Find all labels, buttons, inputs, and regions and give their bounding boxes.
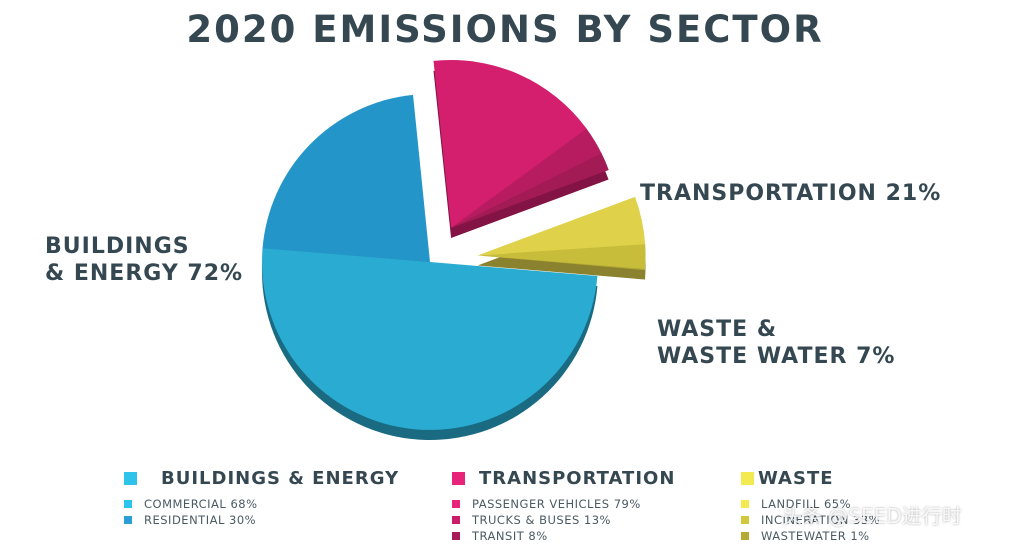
pie-subslice-1: [262, 94, 430, 262]
pie-subslice-1: [477, 244, 646, 270]
legend-swatch-landfill: [741, 499, 749, 508]
legend-transportation: TRANSPORTATION PASSENGER VEHICLES 79% TR…: [452, 468, 675, 543]
pie-subslice-0: [433, 60, 587, 229]
callout-transportation: TRANSPORTATION 21%: [640, 180, 941, 207]
legend-item-trucks: TRUCKS & BUSES 13%: [452, 512, 675, 527]
legend-buildings: BUILDINGS & ENERGY COMMERCIAL 68% RESIDE…: [124, 468, 399, 527]
watermark-text: 头条 @SEED进行时: [782, 504, 962, 528]
legend-swatch-residential: [124, 515, 132, 524]
legend-swatch-passenger: [452, 499, 460, 508]
pie-subslice-0: [262, 247, 598, 430]
chart-title: 2020 EMISSIONS BY SECTOR: [186, 8, 824, 51]
legend-item-passenger: PASSENGER VEHICLES 79%: [452, 496, 675, 511]
legend-label-buildings: BUILDINGS & ENERGY: [161, 468, 400, 489]
legend-label-transportation: TRANSPORTATION: [479, 468, 676, 489]
legend-swatch-transit: [452, 531, 460, 540]
legend-item-landfill: LANDFILL 65%: [741, 496, 880, 511]
legend-swatch-incineration: [741, 515, 749, 524]
pie-slice-waste: [477, 196, 646, 280]
legend-text-landfill: LANDFILL 65%: [761, 496, 852, 511]
callout-buildings-line2: & ENERGY 72%: [45, 261, 244, 286]
callout-waste: WASTE & WASTE WATER 7%: [657, 316, 895, 370]
legend-swatch-waste: [741, 472, 754, 485]
legend-text-wastewater: WASTEWATER 1%: [761, 528, 870, 543]
callout-transportation-line1: TRANSPORTATION 21%: [640, 181, 942, 206]
pie-subslice-0: [477, 196, 646, 256]
callout-waste-line1: WASTE &: [657, 317, 778, 342]
callout-buildings: BUILDINGS & ENERGY 72%: [45, 233, 243, 287]
legend-text-transit: TRANSIT 8%: [472, 528, 548, 543]
legend-swatch-wastewater: [741, 531, 749, 540]
pie-subslice-2: [451, 153, 609, 229]
legend-item-wastewater: WASTEWATER 1%: [741, 528, 880, 543]
legend-text-commercial: COMMERCIAL 68%: [144, 496, 258, 511]
legend-header-transportation: TRANSPORTATION: [452, 468, 675, 489]
legend-text-passenger: PASSENGER VEHICLES 79%: [472, 496, 641, 511]
legend-item-transit: TRANSIT 8%: [452, 528, 675, 543]
legend-text-incineration: INCINERATION 33%: [761, 512, 881, 527]
legend-label-waste: WASTE: [758, 468, 834, 489]
legend-text-trucks: TRUCKS & BUSES 13%: [472, 512, 611, 527]
legend-header-buildings: BUILDINGS & ENERGY: [124, 468, 399, 489]
legend-item-commercial: COMMERCIAL 68%: [124, 496, 399, 511]
legend-swatch-transportation: [452, 472, 465, 485]
legend-item-residential: RESIDENTIAL 30%: [124, 512, 399, 527]
legend-swatch-trucks: [452, 515, 460, 524]
legend-item-incineration: INCINERATION 33%: [741, 512, 881, 527]
legend-swatch-commercial: [124, 499, 132, 508]
legend-swatch-buildings: [124, 472, 137, 485]
callout-waste-line2: WASTE WATER 7%: [657, 344, 896, 369]
legend-text-residential: RESIDENTIAL 30%: [144, 512, 257, 527]
pie-slice-buildings-energy: [262, 94, 598, 440]
pie-subslice-1: [451, 128, 602, 229]
pie-slice-transportation: [433, 60, 609, 239]
callout-buildings-line1: BUILDINGS: [45, 234, 190, 259]
legend-waste: WASTE LANDFILL 65% INCINERATION 33% WAST…: [741, 468, 881, 543]
legend-header-waste: WASTE: [741, 468, 880, 489]
pie-subslice-2: [477, 255, 646, 271]
